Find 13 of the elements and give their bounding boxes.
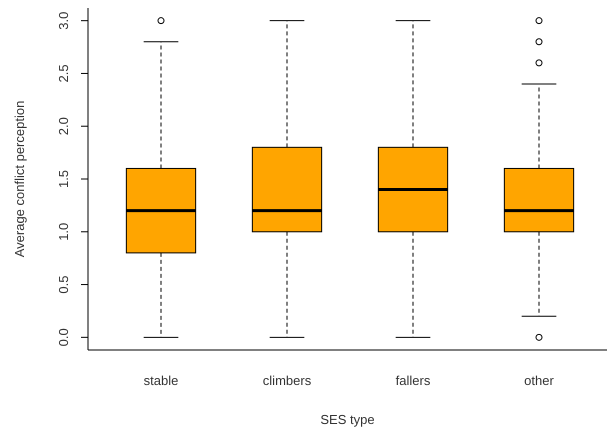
y-tick-label: 1.0 xyxy=(56,222,71,241)
y-tick-label: 2.5 xyxy=(56,64,71,82)
x-tick-label: fallers xyxy=(396,373,431,388)
x-tick-label: other xyxy=(524,373,554,388)
y-tick-label: 0.5 xyxy=(56,276,71,294)
y-axis-title: Average conflict perception xyxy=(12,100,27,258)
y-tick-label: 1.5 xyxy=(56,170,71,188)
y-tick-label: 3.0 xyxy=(56,12,71,30)
x-tick-label: climbers xyxy=(262,373,312,388)
x-axis-title: SES type xyxy=(320,412,375,427)
y-tick-label: 2.0 xyxy=(56,117,71,136)
y-tick-label: 0.0 xyxy=(56,328,71,346)
x-tick-label: stable xyxy=(144,373,178,388)
